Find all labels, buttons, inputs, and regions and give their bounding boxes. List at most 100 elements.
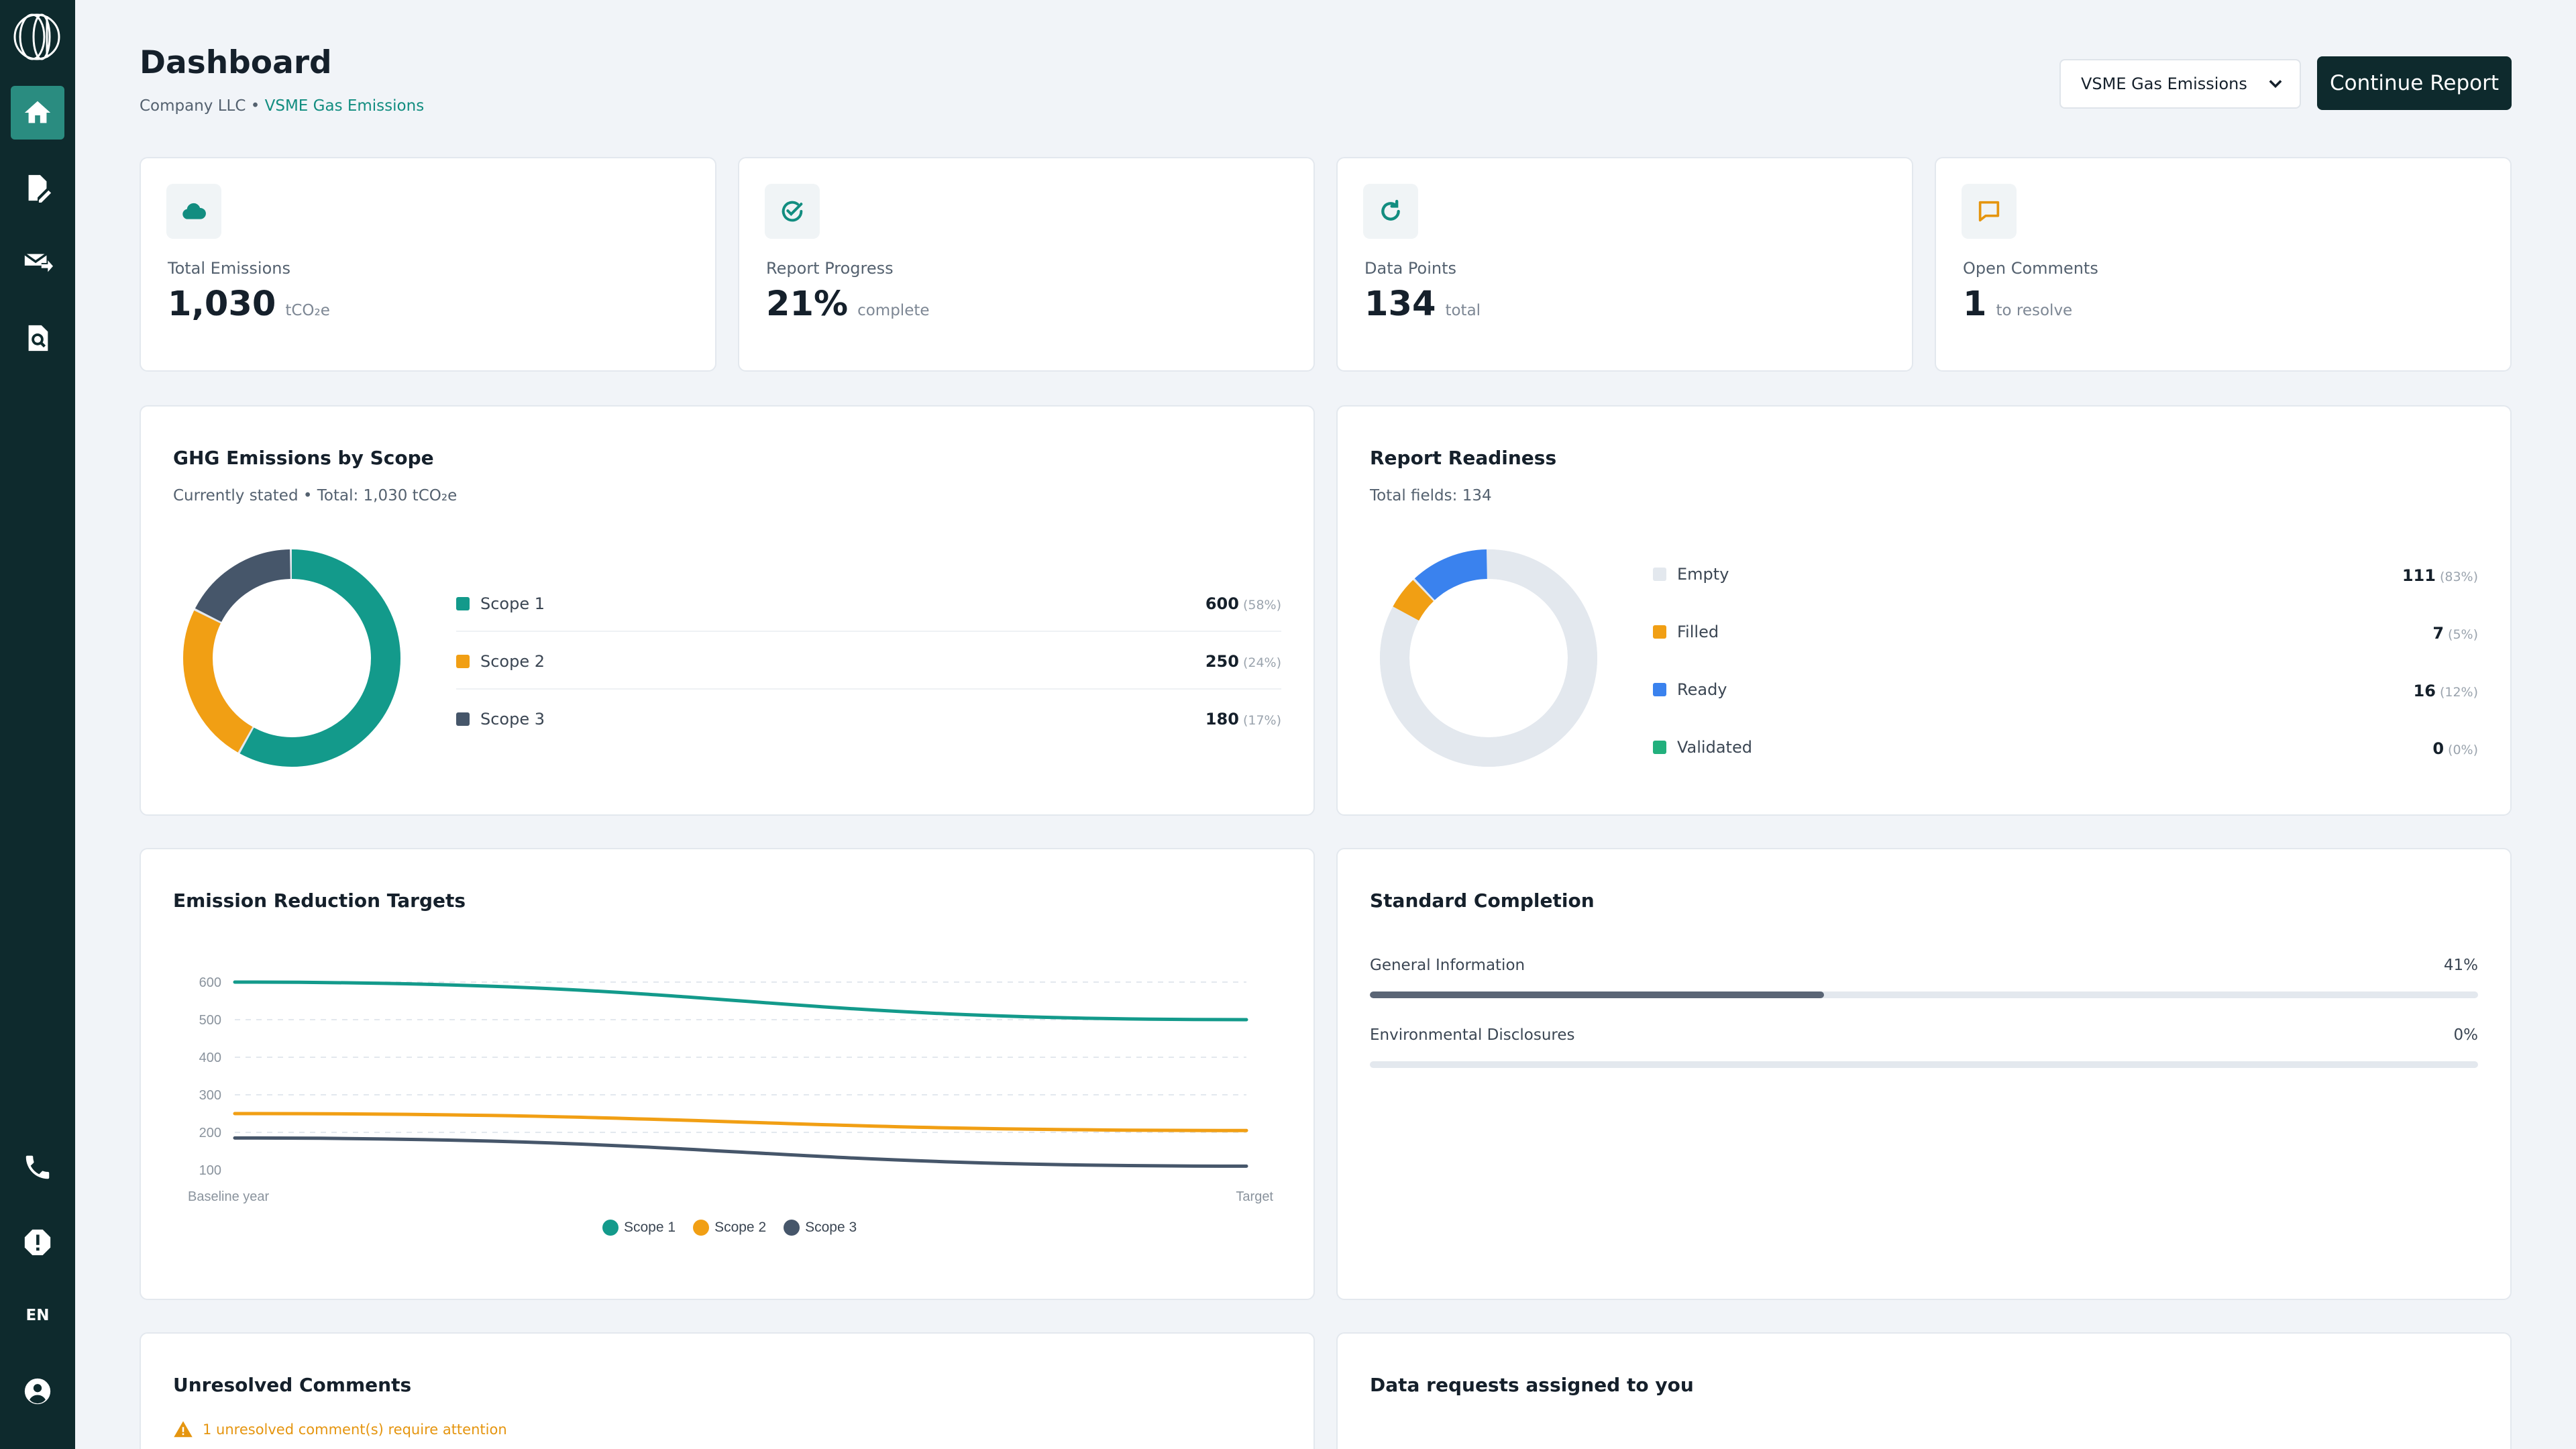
- breadcrumb-report-link[interactable]: VSME Gas Emissions: [264, 97, 425, 115]
- legend-value: 111: [2402, 566, 2436, 585]
- legend-value: 7: [2432, 624, 2445, 643]
- ghg-donut-chart: [183, 549, 400, 767]
- stat-icon-box: [1363, 184, 1418, 239]
- ghg-legend-scope2-value: 250 (24%): [1205, 652, 1281, 671]
- refresh-icon: [1381, 199, 1400, 221]
- sidebar-item-support[interactable]: [11, 1140, 64, 1194]
- sidebar: EN: [0, 0, 75, 1449]
- sidebar-item-requests[interactable]: [11, 236, 64, 290]
- series-line-scope-2[interactable]: [233, 1112, 1248, 1132]
- ready-swatch: [1653, 683, 1666, 696]
- stat-unit: to resolve: [1996, 302, 2073, 319]
- warning-triangle-icon: [174, 1421, 193, 1438]
- progress-track-environmental: [1370, 1061, 2478, 1068]
- progress-pct-general: 41%: [2443, 957, 2478, 974]
- readiness-legend-empty-value: 111 (83%): [2402, 566, 2478, 585]
- data-requests-card: Data requests assigned to you: [1336, 1332, 2512, 1449]
- readiness-legend-validated: Validated: [1653, 738, 1752, 757]
- sidebar-item-account[interactable]: [11, 1364, 64, 1418]
- stat-card-open-comments: Open Comments 1 to resolve: [1935, 157, 2512, 372]
- warning-text: 1 unresolved comment(s) require attentio…: [203, 1421, 507, 1438]
- legend-value: 250: [1205, 652, 1239, 671]
- requests-card-title: Data requests assigned to you: [1370, 1374, 1694, 1396]
- readiness-card-title: Report Readiness: [1370, 447, 1557, 469]
- y-tick-label: 200: [199, 1126, 221, 1140]
- x-tick-label: Baseline year: [188, 1189, 270, 1204]
- legend-value: 16: [2413, 682, 2436, 700]
- stat-card-data-points: Data Points 134 total: [1336, 157, 1913, 372]
- scope1-dot: [602, 1220, 619, 1236]
- stat-label: Open Comments: [1963, 259, 2098, 278]
- sidebar-item-reports[interactable]: [11, 161, 64, 215]
- legend-item-scope1[interactable]: Scope 1: [602, 1220, 676, 1236]
- sidebar-item-home[interactable]: [11, 86, 64, 140]
- stat-icon-box: [1962, 184, 2017, 239]
- standard-completion-card: Standard Completion General Information …: [1336, 848, 2512, 1300]
- legend-label: Scope 1: [480, 594, 545, 613]
- empty-swatch: [1653, 568, 1666, 581]
- ghg-legend-scope3-value: 180 (17%): [1205, 710, 1281, 729]
- scope2-swatch: [456, 655, 470, 668]
- progress-fill-general: [1370, 991, 1825, 998]
- ghg-legend-scope3: Scope 3: [456, 710, 545, 729]
- legend-pct: (58%): [1242, 598, 1281, 612]
- targets-line-chart: 600 500 400 300 200 100 Baseline year Target: [188, 975, 1273, 1204]
- comments-card-title: Unresolved Comments: [173, 1374, 412, 1396]
- ghg-legend-scope1-value: 600 (58%): [1205, 594, 1281, 613]
- readiness-legend-validated-value: 0 (0%): [2432, 739, 2478, 758]
- stat-unit: complete: [857, 302, 930, 319]
- divider: [456, 631, 1281, 632]
- ghg-slice-scope-1[interactable]: [183, 549, 400, 767]
- legend-value: 180: [1205, 710, 1239, 729]
- legend-label: Scope 2: [714, 1220, 767, 1235]
- series-line-scope-3[interactable]: [233, 1136, 1248, 1168]
- breadcrumb-company: Company LLC: [140, 97, 246, 115]
- sidebar-item-review[interactable]: [11, 311, 64, 365]
- legend-label: Ready: [1677, 680, 1727, 699]
- document-edit-icon: [28, 174, 52, 203]
- legend-pct: (83%): [2439, 570, 2478, 584]
- legend-pct: (17%): [1242, 713, 1281, 728]
- comment-icon: [1978, 201, 2000, 222]
- stat-card-total-emissions: Total Emissions 1,030 tCO₂e: [140, 157, 716, 372]
- readiness-slice-empty[interactable]: [1380, 549, 1597, 767]
- legend-item-scope3[interactable]: Scope 3: [784, 1220, 857, 1236]
- page-title: Dashboard: [140, 44, 332, 81]
- ghg-card-subtitle: Currently stated • Total: 1,030 tCO₂e: [173, 487, 458, 504]
- ghg-slice-scope-2[interactable]: [183, 549, 400, 767]
- validated-swatch: [1653, 741, 1666, 754]
- sidebar-item-alerts[interactable]: [11, 1216, 64, 1269]
- continue-report-button[interactable]: Continue Report: [2317, 56, 2512, 110]
- progress-label-general: General Information: [1370, 957, 1525, 974]
- stat-label: Data Points: [1364, 259, 1457, 278]
- y-tick-label: 100: [199, 1163, 221, 1178]
- stat-unit: total: [1445, 302, 1481, 319]
- scope3-dot: [784, 1220, 800, 1236]
- progress-label-environmental: Environmental Disclosures: [1370, 1026, 1575, 1044]
- report-select[interactable]: VSME Gas Emissions: [2059, 59, 2301, 109]
- ghg-card-title: GHG Emissions by Scope: [173, 447, 434, 469]
- scope3-swatch: [456, 712, 470, 726]
- y-tick-label: 500: [199, 1013, 221, 1028]
- legend-label: Filled: [1677, 623, 1719, 641]
- ghg-legend-scope1: Scope 1: [456, 594, 545, 613]
- legend-label: Empty: [1677, 565, 1729, 584]
- stat-icon-box: [166, 184, 221, 239]
- stat-unit: tCO₂e: [285, 302, 330, 319]
- logo-icon[interactable]: [12, 12, 62, 62]
- breadcrumb-separator: •: [250, 97, 260, 115]
- stat-icon-box: [765, 184, 820, 239]
- legend-value: 0: [2432, 739, 2445, 758]
- readiness-legend-empty: Empty: [1653, 565, 1729, 584]
- legend-pct: (0%): [2448, 743, 2478, 757]
- legend-item-scope2[interactable]: Scope 2: [693, 1220, 766, 1236]
- progress-pct-environmental: 0%: [2453, 1026, 2479, 1044]
- y-tick-label: 600: [199, 975, 221, 990]
- language-switch[interactable]: EN: [25, 1307, 50, 1324]
- stat-value: 1: [1963, 284, 1987, 324]
- stat-label: Total Emissions: [168, 259, 290, 278]
- unresolved-comments-card: Unresolved Comments 1 unresolved comment…: [140, 1332, 1315, 1449]
- series-line-scope-1[interactable]: [233, 980, 1248, 1022]
- ghg-emissions-card: GHG Emissions by Scope Currently stated …: [140, 405, 1315, 816]
- legend-label: Scope 2: [480, 652, 545, 671]
